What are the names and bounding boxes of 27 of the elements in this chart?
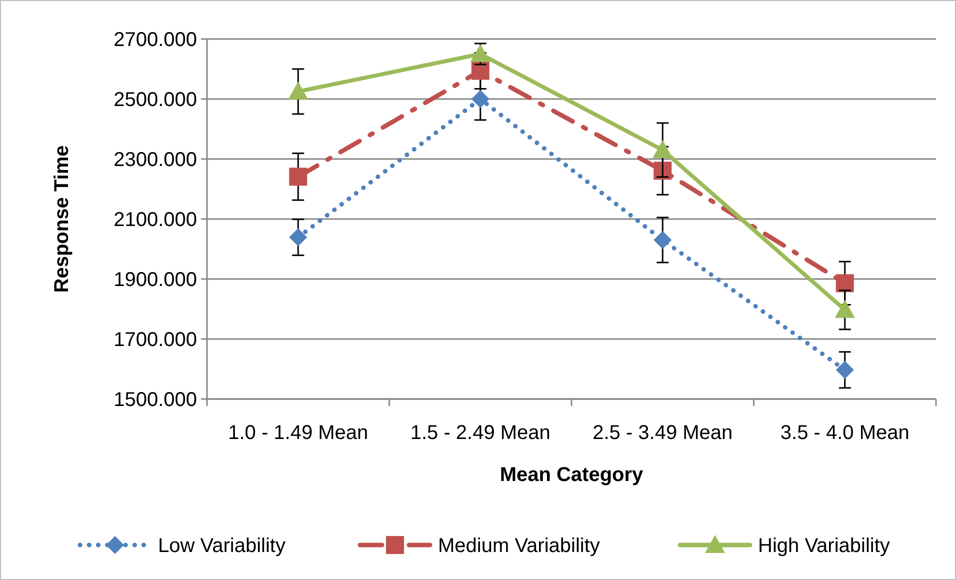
point [288, 82, 308, 100]
legend-label: Low Variability [158, 535, 286, 557]
y-tick-label: 1900.000 [114, 269, 197, 291]
x-tick-label: 1.0 - 1.49 Mean [228, 422, 368, 444]
x-tick-label: 2.5 - 3.49 Mean [592, 422, 733, 444]
legend-label: High Variability [758, 535, 890, 557]
y-tick-label: 2100.000 [114, 209, 197, 231]
x-tick-label: 1.5 - 2.49 Mean [410, 422, 550, 444]
point [471, 90, 490, 108]
y-tick-label: 2300.000 [114, 149, 197, 171]
x-tick-label: 3.5 - 4.0 Mean [780, 422, 910, 444]
legend-label: Medium Variability [438, 535, 600, 557]
point [836, 360, 854, 379]
point [289, 228, 308, 246]
point [836, 274, 854, 292]
y-tick-label: 1500.000 [114, 389, 197, 411]
point [470, 44, 490, 62]
point [834, 300, 855, 318]
y-tick-label: 2700.000 [114, 29, 197, 51]
point [289, 168, 308, 186]
x-axis-title: Mean Category [500, 464, 644, 486]
point [471, 62, 490, 80]
point [654, 231, 672, 249]
point [652, 140, 673, 158]
y-tick-label: 2500.000 [114, 89, 197, 111]
y-tick-label: 1700.000 [114, 329, 197, 351]
y-axis-title: Response Time [51, 145, 73, 293]
